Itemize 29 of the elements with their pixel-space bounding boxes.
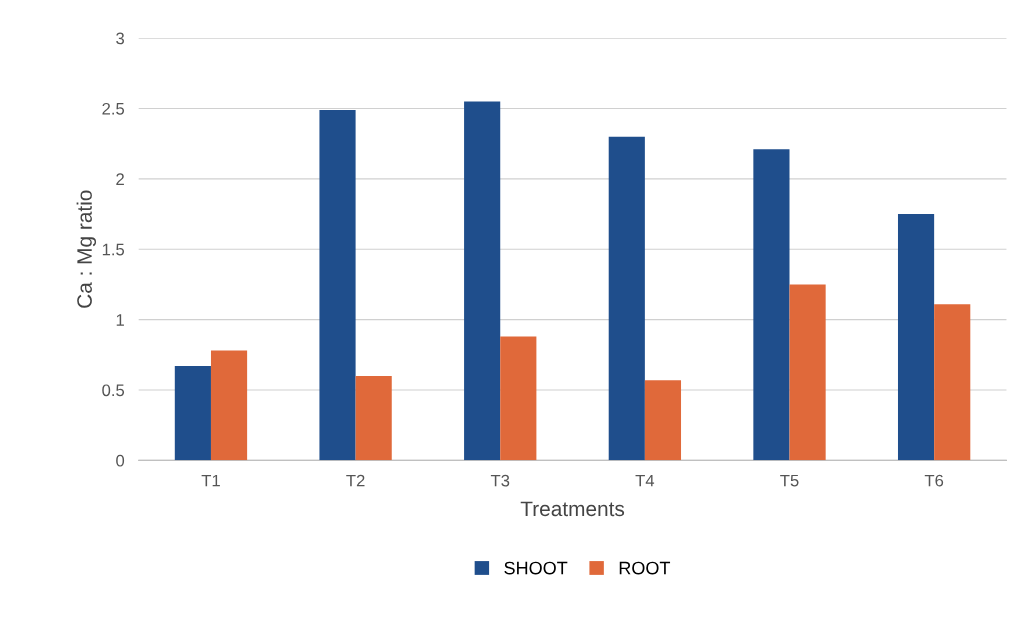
x-tick-label: T1 [201,474,220,487]
x-tick-label: T4 [635,474,655,487]
bar [644,380,682,461]
y-tick-label: 0 [116,454,125,467]
x-tick-label: T2 [346,474,365,487]
y-tick-label: 2.5 [102,102,125,115]
x-tick-label: T6 [924,474,944,487]
bar [355,375,392,461]
bar [174,366,211,461]
bar [464,101,501,461]
y-tick-label: 2 [116,173,124,185]
y-tick-label: 1.5 [102,243,125,256]
y-tick-label: 0.5 [102,384,125,397]
bar [897,214,935,461]
legend-label: ROOT [619,561,671,575]
bar [210,350,248,461]
bar [934,304,971,461]
y-axis-title: Ca : Mg ratio [76,190,97,308]
bar [753,149,790,461]
y-tick-label: 3 [116,32,125,45]
bar [500,336,537,461]
bar [319,109,356,461]
bar [789,284,826,461]
x-axis-title: Treatments [520,501,625,517]
x-tick-label: T5 [780,474,799,487]
legend-label: SHOOT [504,561,568,575]
x-tick-label: T3 [490,474,510,487]
bar [608,136,645,461]
y-tick-label: 1 [116,314,124,326]
